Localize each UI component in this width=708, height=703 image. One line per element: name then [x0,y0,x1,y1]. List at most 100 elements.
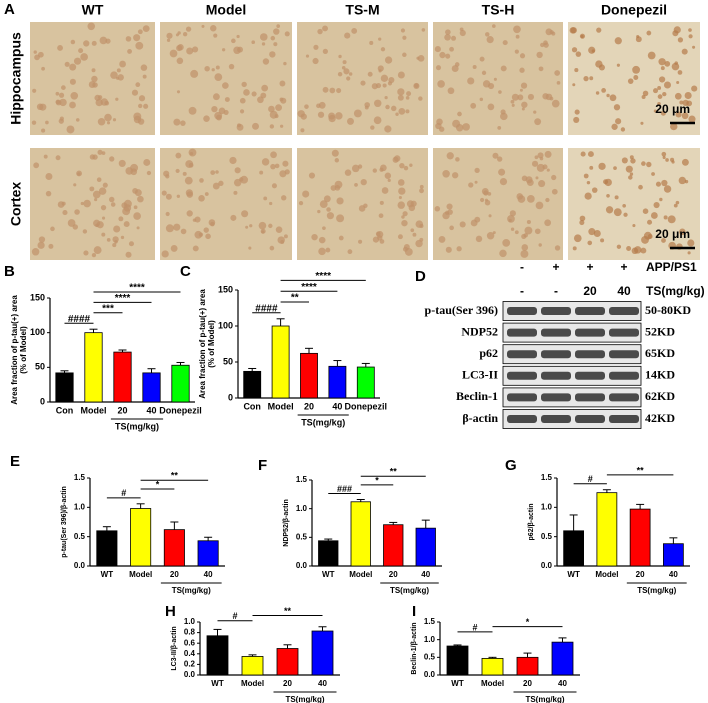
blot-strip [502,365,642,386]
band [507,371,537,380]
stained-cell [676,80,680,84]
stained-cell [66,125,75,134]
stained-cell [64,61,70,67]
stained-cell [73,183,77,187]
stained-cell [336,87,342,94]
stained-cell [571,47,578,53]
stained-cell [419,188,424,194]
bar [328,365,347,399]
stained-cell [236,34,240,39]
stained-cell [449,225,454,231]
stained-cell [230,214,237,221]
condition-name: APP/PS1 [646,260,697,274]
y-tick-label: 0.0 [184,670,196,679]
stained-cell [487,192,492,196]
panel-label: F [258,457,267,474]
y-axis-label: p-tau(Ser 396)/β-actin [61,486,68,558]
y-tick-label: 0.5 [424,652,436,661]
stained-cell [55,155,61,161]
bar [300,352,318,399]
stained-cell [653,88,659,94]
y-tick-label: 1.0 [541,502,553,511]
significance-label: # [588,474,593,484]
y-tick-label: 1.0 [74,502,86,511]
group-label: TS(mg/kg) [301,417,345,427]
bar [551,641,574,676]
stained-cell [224,97,230,103]
significance-label: **** [301,282,317,293]
panel-label: C [180,263,191,280]
stained-cell [589,165,594,170]
panel-label: I [412,603,416,620]
y-axis-label: (% of Model) [19,326,28,374]
stained-cell [380,47,386,52]
band-name: NDP52 [461,324,498,338]
stained-cell [543,42,549,48]
stained-cell [677,37,684,43]
lane-label: - [554,284,558,298]
stained-cell [374,99,382,108]
significance-label: # [472,622,477,632]
stained-cell [523,233,528,238]
stained-cell [673,203,678,208]
stained-cell [655,181,662,187]
stained-cell [526,179,534,187]
stained-cell [445,53,451,59]
stained-cell [330,185,337,191]
stained-cell [661,238,666,243]
x-tick-label: 40 [332,401,342,411]
stained-cell [100,205,107,211]
stained-cell [138,103,143,109]
stained-cell [455,157,460,162]
blot-strip [502,344,642,365]
stained-cell [397,234,403,240]
lane-label: - [520,284,524,298]
stained-cell [613,208,622,217]
stained-cell [378,213,384,219]
stained-cell [91,40,97,46]
x-tick-label: 20 [636,570,645,579]
stained-cell [110,202,116,207]
x-tick-label: 40 [421,570,430,579]
stained-cell [274,114,279,119]
stained-cell [492,152,499,159]
stained-cell [334,158,340,163]
lane-label: 20 [583,284,597,298]
stained-cell [442,170,450,178]
stained-cell [161,250,169,258]
stained-cell [659,197,663,202]
significance-label: ** [390,467,398,477]
stained-cell [133,212,141,220]
stained-cell [91,252,97,258]
stained-cell [397,179,405,186]
stained-cell [41,128,46,133]
stained-cell [165,224,174,233]
stained-cell [587,240,593,246]
stained-cell [586,180,591,185]
stained-cell [615,118,622,125]
stained-cell [627,78,634,84]
stained-cell [268,105,275,113]
stained-cell [520,82,528,89]
stained-cell [257,96,264,104]
stained-cell [526,219,531,225]
band [541,307,571,315]
stained-cell [445,246,452,253]
stained-cell [521,244,529,251]
stained-cell [214,73,223,82]
stained-cell [447,87,455,95]
x-tick-label: Model [129,570,152,579]
stained-cell [388,77,395,84]
stained-cell [113,225,121,233]
stained-cell [351,28,358,34]
stained-cell [137,29,143,35]
y-tick-label: 0 [40,396,45,406]
stained-cell [125,36,132,42]
bar [163,529,185,567]
x-tick-label: 40 [146,405,156,415]
stained-cell [364,105,369,110]
stained-cell [688,34,693,39]
bar [563,530,585,567]
stained-cell [261,230,265,234]
stained-cell [384,56,393,64]
